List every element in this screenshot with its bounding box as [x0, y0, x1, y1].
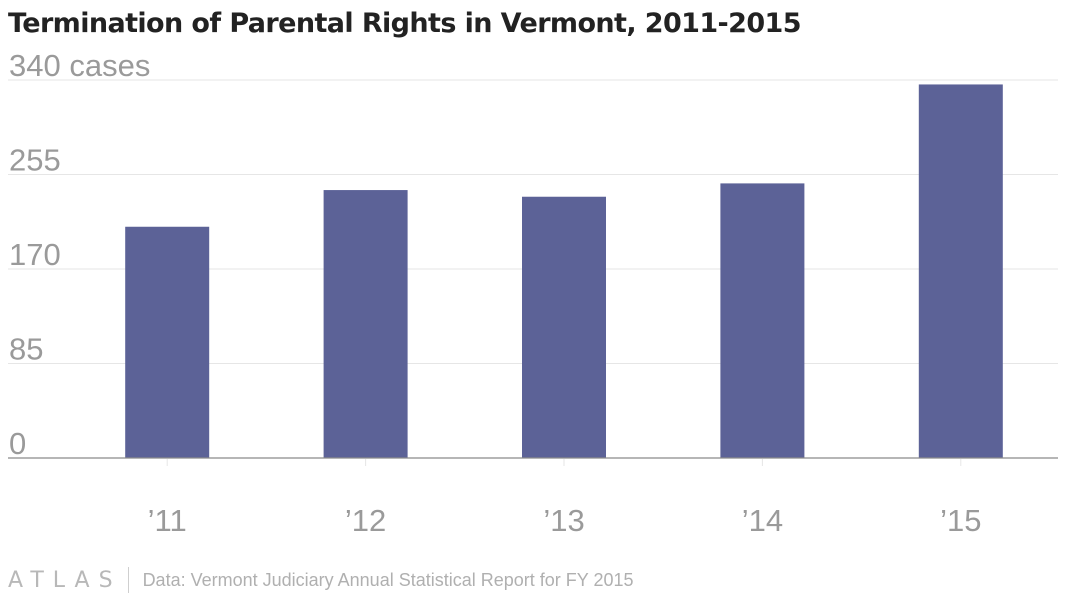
footer: ATLAS Data: Vermont Judiciary Annual Sta… — [8, 566, 633, 594]
y-tick-label: 170 — [9, 237, 61, 272]
x-tick-label: ’15 — [940, 503, 981, 538]
bar-chart: 0 85 170 255 340 cases ’11 ’12 ’13 ’14 ’15 — [8, 48, 1058, 538]
footer-divider — [127, 567, 129, 593]
y-tick-label: 0 — [9, 426, 26, 461]
source-note: Data: Vermont Judiciary Annual Statistic… — [142, 569, 634, 590]
axes — [8, 457, 1058, 466]
x-tick-label: ’14 — [742, 503, 783, 538]
chart-title: Termination of Parental Rights in Vermon… — [8, 8, 802, 39]
y-tick-label: 85 — [9, 332, 43, 367]
bar — [323, 190, 408, 459]
bar — [522, 196, 606, 458]
x-tick-label: ’12 — [345, 503, 386, 538]
tick-labels: 0 85 170 255 340 cases ’11 ’12 ’13 ’14 ’15 — [9, 48, 981, 538]
bar — [125, 226, 210, 458]
y-tick-label: 340 cases — [9, 48, 150, 83]
atlas-logo: ATLAS — [8, 567, 122, 593]
x-tick-label: ’11 — [148, 503, 187, 538]
bar — [720, 183, 805, 459]
x-tick-label: ’13 — [543, 503, 584, 538]
bar — [918, 84, 1003, 459]
y-tick-label: 255 — [9, 143, 61, 178]
bars — [125, 84, 1003, 459]
